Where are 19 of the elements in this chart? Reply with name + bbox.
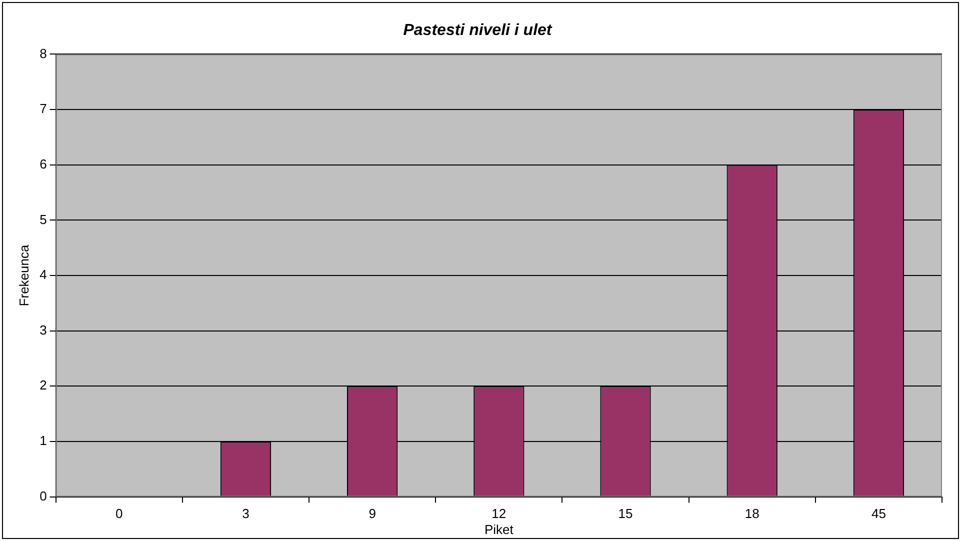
x-tick-label: 9 xyxy=(368,506,376,522)
y-tick-label: 7 xyxy=(40,101,47,116)
y-tick-label: 6 xyxy=(40,156,47,172)
y-tick-label: 1 xyxy=(40,433,47,448)
x-tick-label: 18 xyxy=(744,506,760,522)
y-tick-label: 8 xyxy=(40,46,47,61)
y-tick-label: 0 xyxy=(40,488,47,504)
y-tick-label: 5 xyxy=(40,212,47,227)
x-tick-label: 45 xyxy=(871,506,886,522)
x-tick-label: 3 xyxy=(242,506,250,522)
x-axis-title: Piket xyxy=(484,522,514,537)
y-tick-label: 3 xyxy=(40,322,47,338)
chart-title: Pastesti niveli i ulet xyxy=(403,22,552,40)
y-tick-label: 2 xyxy=(40,378,47,393)
y-tick-label: 4 xyxy=(40,267,47,282)
x-tick-label: 0 xyxy=(116,506,123,522)
x-tick-label: 12 xyxy=(492,506,506,522)
y-axis-title: Frekeunca xyxy=(16,244,32,306)
x-tick-label: 15 xyxy=(618,506,633,522)
